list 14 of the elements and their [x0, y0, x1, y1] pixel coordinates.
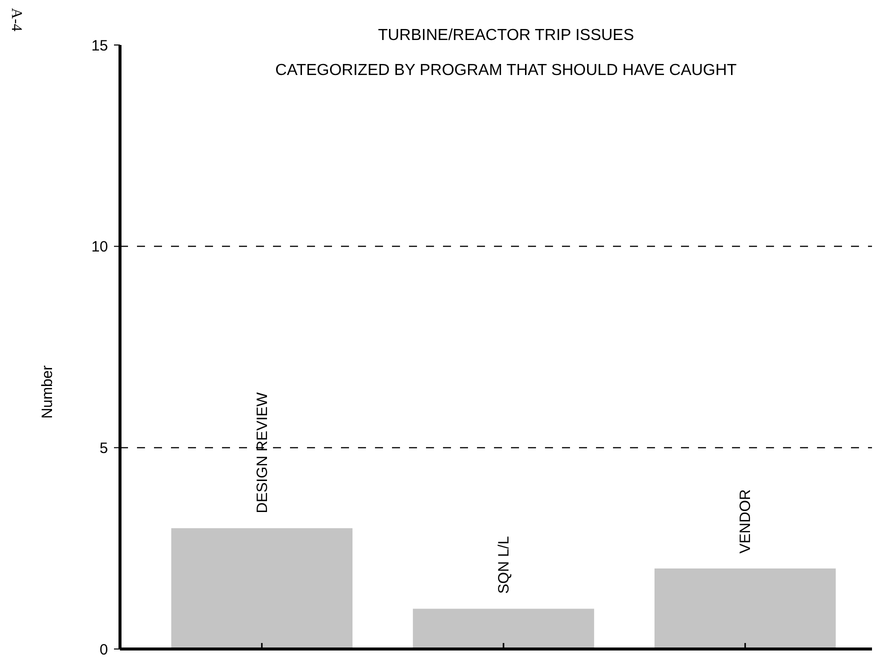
- x-tick-label: DESIGN REVIEW: [254, 392, 271, 514]
- y-tick-label: 15: [91, 37, 108, 54]
- bar: [412, 608, 594, 649]
- x-tick-label: SQN L/L: [496, 536, 512, 594]
- chart-title: TURBINE/REACTOR TRIP ISSUES: [378, 27, 634, 44]
- y-tick-label: 10: [91, 238, 108, 256]
- y-tick-label: 0: [100, 641, 108, 658]
- text: CATEGORIZED BY PROGRAM THAT SHOULD HAVE CAUGHT: [275, 62, 737, 79]
- y-axis-title: Number: [39, 365, 56, 419]
- x-tick-label: VENDOR: [737, 489, 754, 554]
- bar: [654, 568, 836, 649]
- y-tick-label: 5: [100, 440, 108, 457]
- bar: [171, 528, 352, 649]
- text: A-4: [8, 8, 24, 32]
